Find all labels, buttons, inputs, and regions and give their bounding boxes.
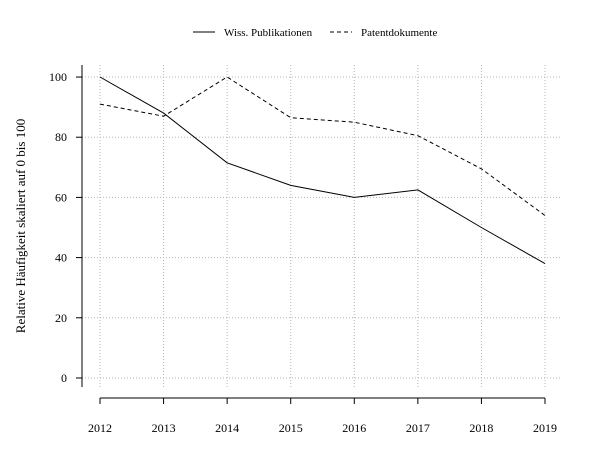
x-tick-label-2013: 2013	[152, 421, 176, 435]
x-ticks: 2012 2013 2014 2015 2016 2017 2018 2019	[88, 398, 557, 435]
legend-label-patentdokumente: Patentdokumente	[361, 27, 437, 39]
series-line-patentdokumente	[99, 76, 546, 216]
x-tick-label-2016: 2016	[342, 421, 366, 435]
x-tick-label-2012: 2012	[88, 421, 112, 435]
y-tick-label-40: 40	[55, 251, 67, 265]
x-tick-label-2018: 2018	[469, 421, 493, 435]
x-tick-label-2015: 2015	[279, 421, 303, 435]
legend-label-wiss-publikationen: Wiss. Publikationen	[224, 27, 313, 39]
y-tick-label-60: 60	[55, 190, 67, 204]
y-tick-label-0: 0	[61, 371, 67, 385]
x-tick-label-2017: 2017	[406, 421, 430, 435]
y-axis-title: Relative Häufigkeit skaliert auf 0 bis 1…	[13, 119, 28, 333]
legend: Wiss. Publikationen Patentdokumente	[193, 27, 437, 39]
grid	[82, 65, 560, 387]
series-line-wiss-publikationen	[99, 76, 546, 265]
x-tick-label-2019: 2019	[533, 421, 557, 435]
axes	[81, 65, 545, 399]
y-ticks: 0 20 40 60 80 100	[49, 70, 82, 385]
y-tick-label-20: 20	[55, 311, 67, 325]
y-tick-label-80: 80	[55, 130, 67, 144]
y-tick-label-100: 100	[49, 70, 67, 84]
series	[99, 76, 546, 265]
x-tick-label-2014: 2014	[215, 421, 239, 435]
